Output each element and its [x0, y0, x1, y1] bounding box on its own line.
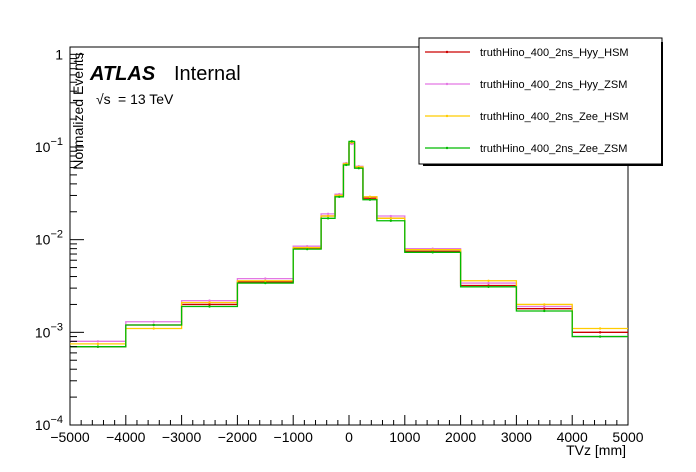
data-point: [487, 279, 490, 282]
data-point: [598, 331, 602, 334]
x-tick-label: 5000: [612, 429, 643, 445]
x-axis: −5000 −4000 −3000 −2000 −1000 0 1000 2000 3000 40…: [50, 415, 644, 445]
x-tick-label: 1000: [389, 429, 420, 445]
x-tick-label: −3000: [162, 429, 202, 445]
y-tick-label: 10−1: [35, 136, 63, 155]
legend-label: truthHino_400_2ns_Hyy_HSM: [480, 47, 629, 59]
data-point: [543, 305, 546, 308]
legend-marker: [445, 82, 449, 86]
legend-label: truthHino_400_2ns_Zee_ZSM: [480, 143, 627, 155]
energy-label: = 13 TeV: [118, 91, 174, 107]
data-point: [389, 219, 393, 222]
sqrt-s-symbol: √s: [96, 91, 111, 107]
data-point: [389, 217, 393, 220]
data-point: [152, 327, 155, 330]
data-point: [368, 198, 372, 201]
y-tick-label: 1: [55, 46, 63, 62]
y-tick-label: 10−3: [35, 321, 63, 340]
data-point: [357, 167, 360, 170]
data-point: [389, 214, 393, 218]
data-point: [208, 305, 211, 308]
legend-marker: [445, 146, 449, 150]
series-line-3: [70, 141, 628, 345]
data-point: [208, 303, 211, 306]
x-tick-label: −5000: [50, 429, 90, 445]
series-layer: [70, 140, 628, 348]
series-line-1: [70, 142, 628, 348]
data-point: [208, 301, 211, 304]
legend-label: truthHino_400_2ns_Hyy_ZSM: [480, 79, 627, 91]
data-point: [345, 163, 348, 167]
y-axis-title: Normalized Events: [70, 52, 86, 170]
data-point: [326, 217, 330, 220]
series-line-4: [70, 140, 628, 348]
data-point: [543, 307, 546, 310]
legend-marker: [445, 114, 449, 118]
data-point: [152, 320, 155, 323]
legend-marker: [445, 50, 449, 54]
y-axis: 10−4 10−3 10−2 10−1 1: [35, 46, 84, 433]
x-tick-label: −4000: [106, 429, 146, 445]
data-point: [96, 345, 100, 348]
data-point: [487, 285, 490, 289]
y-tick-label: 10−2: [35, 229, 63, 248]
data-point: [326, 212, 330, 216]
y-tick-label: 10−4: [35, 414, 63, 433]
x-tick-label: −1000: [274, 429, 314, 445]
data-point: [431, 248, 434, 251]
data-point: [338, 195, 341, 199]
data-point: [543, 309, 546, 313]
data-point: [598, 335, 602, 338]
data-point: [264, 277, 267, 280]
x-tick-label: −2000: [218, 429, 258, 445]
x-axis-title: TVz [mm]: [566, 442, 626, 458]
data-point: [152, 323, 155, 327]
atlas-label: ATLAS: [89, 63, 156, 85]
legend-label: truthHino_400_2ns_Zee_HSM: [480, 111, 629, 123]
data-point: [96, 340, 100, 343]
data-point: [598, 327, 602, 330]
data-point: [208, 299, 211, 302]
data-point: [96, 342, 100, 346]
data-point: [431, 251, 434, 254]
legend-box: [418, 37, 663, 165]
data-point: [487, 281, 490, 285]
x-tick-label: 0: [345, 429, 353, 445]
data-point: [264, 281, 267, 285]
x-tick-label: 4000: [557, 429, 588, 445]
legend: truthHino_400_2ns_Hyy_HSM truthHino_400_2…: [418, 37, 663, 166]
data-point: [326, 214, 330, 218]
internal-label: Internal: [174, 63, 241, 85]
data-point: [305, 247, 309, 251]
data-point: [543, 303, 546, 306]
data-point: [264, 279, 267, 282]
x-tick-label: 3000: [501, 429, 532, 445]
data-point: [368, 195, 372, 199]
x-tick-label: 2000: [445, 429, 476, 445]
data-point: [350, 140, 353, 143]
